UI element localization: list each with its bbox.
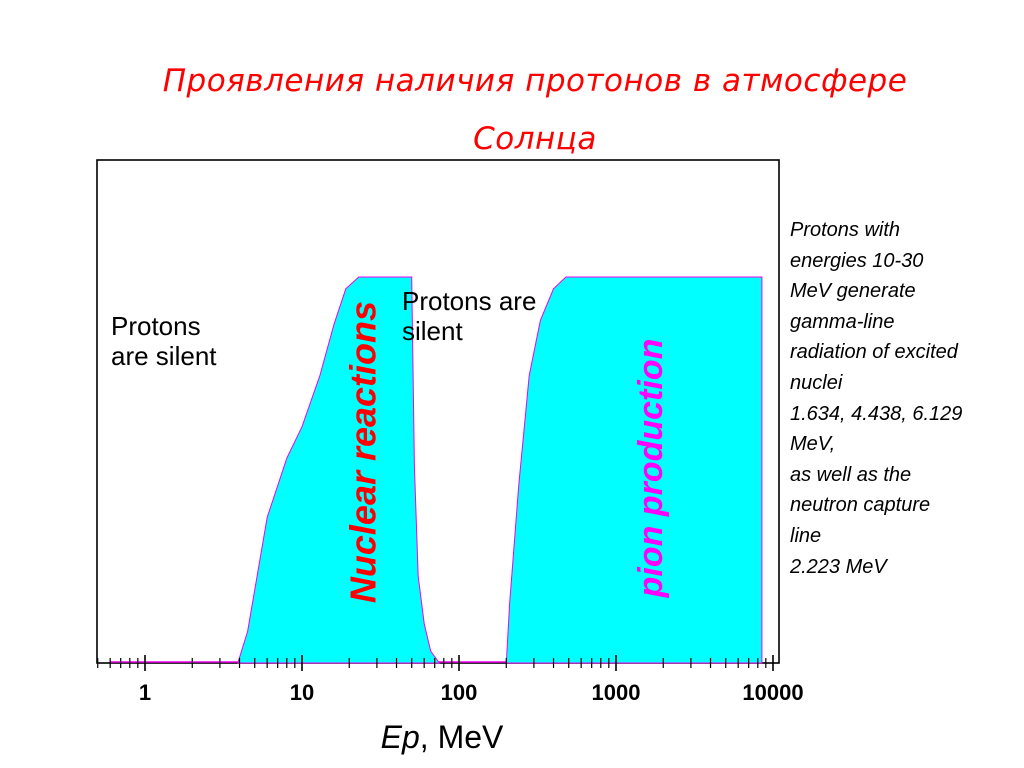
x-tick-label: 10 bbox=[290, 680, 314, 705]
x-tick-label: 1 bbox=[139, 680, 151, 705]
region-label-2: pion production bbox=[632, 339, 670, 599]
region-area-1 bbox=[237, 276, 441, 664]
slide-title-line1: Проявления наличия протонов в атмосфере bbox=[162, 63, 908, 99]
x-axis-label-unit: , MeV bbox=[420, 719, 504, 755]
annotation-line: Protons bbox=[111, 311, 201, 341]
slide-title-line2: Солнца bbox=[473, 121, 597, 157]
region-area-2 bbox=[505, 276, 763, 664]
annotation-2: Protons are silent bbox=[402, 286, 536, 346]
annotation-1: Protons are silent bbox=[111, 311, 217, 371]
region-label-1: Nuclear reactions bbox=[343, 301, 384, 603]
slide-title: Проявления наличия протонов в атмосфере … bbox=[60, 52, 1010, 168]
x-axis-label-symbol: Ep bbox=[381, 719, 420, 755]
x-tick-label: 1000 bbox=[592, 680, 641, 705]
annotation-line: silent bbox=[402, 316, 463, 346]
annotation-line: Protons are bbox=[402, 286, 536, 316]
x-tick-label: 10000 bbox=[742, 680, 803, 705]
x-tick-label: 100 bbox=[441, 680, 478, 705]
x-axis-label: Ep, MeV bbox=[381, 719, 504, 755]
annotation-line: are silent bbox=[111, 341, 217, 371]
side-note: Protons with energies 10-30 MeV generate… bbox=[790, 219, 963, 578]
